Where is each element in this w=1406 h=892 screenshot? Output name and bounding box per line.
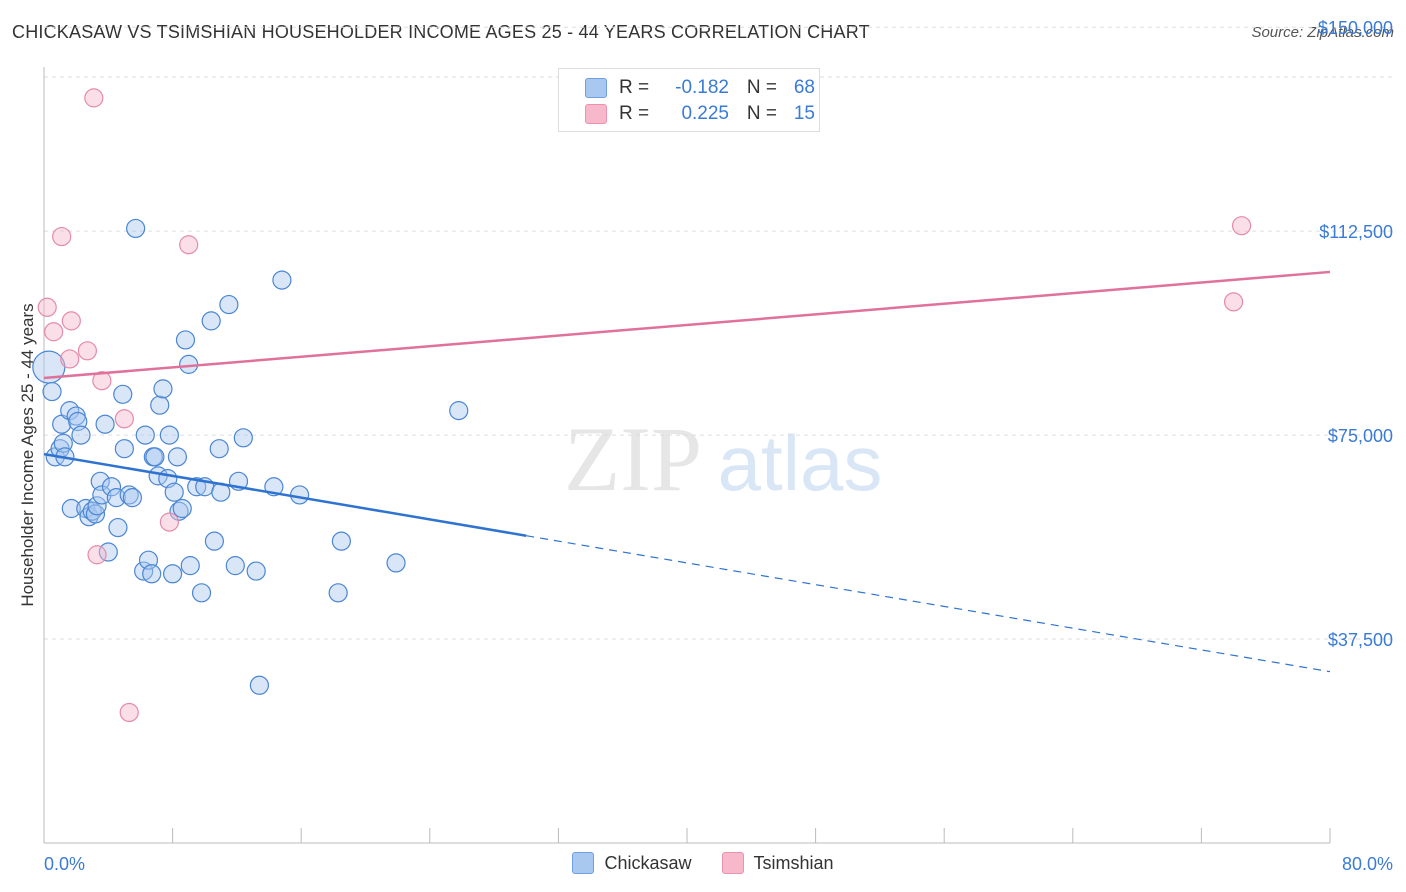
point-chickasaw [145, 447, 165, 467]
y-tick-label: $112,500 [1319, 222, 1393, 242]
point-tsimshian [44, 322, 64, 342]
bottom-legend-swatch-tsimshian [721, 852, 744, 874]
point-chickasaw [328, 583, 348, 603]
point-tsimshian [92, 371, 112, 391]
legend-n-value: 68 [793, 77, 815, 98]
y-tick-label: $150,000 [1318, 18, 1393, 38]
point-tsimshian [1231, 216, 1252, 236]
point-chickasaw [71, 425, 91, 445]
point-chickasaw [87, 496, 107, 516]
bottom-legend-tsimshian: Tsimshian [721, 852, 834, 874]
point-tsimshian [84, 88, 104, 108]
point-tsimshian [159, 512, 179, 532]
point-chickasaw [159, 425, 179, 445]
point-chickasaw [95, 414, 115, 434]
legend: R = -0.182 N = 68 R = 0.225 N = 15 [558, 68, 820, 132]
point-tsimshian [77, 341, 98, 361]
point-chickasaw [172, 498, 192, 519]
point-chickasaw [113, 384, 133, 404]
point-tsimshian [37, 297, 57, 317]
source-label: Source: ZipAtlas.com [1251, 24, 1394, 41]
point-chickasaw [249, 675, 270, 695]
point-chickasaw [191, 583, 212, 603]
legend-n-label: N = [746, 77, 777, 98]
x-tick-label: 80.0% [1342, 854, 1393, 874]
point-chickasaw [122, 488, 143, 508]
point-chickasaw [153, 379, 173, 399]
point-chickasaw [187, 477, 207, 497]
legend-swatch-tsimshian [585, 104, 607, 124]
point-chickasaw [164, 482, 184, 502]
point-chickasaw [201, 311, 221, 331]
point-chickasaw [163, 564, 183, 584]
point-chickasaw [449, 401, 469, 421]
watermark-zip: ZIP [564, 408, 702, 510]
point-chickasaw [101, 477, 122, 497]
point-chickasaw [98, 542, 118, 562]
point-chickasaw [167, 447, 188, 467]
point-tsimshian [179, 235, 199, 255]
point-chickasaw [126, 218, 146, 239]
point-chickasaw [114, 439, 134, 459]
legend-row-chickasaw: R = -0.182 N = 68 [585, 76, 815, 100]
point-chickasaw [386, 553, 406, 573]
point-chickasaw [289, 485, 310, 505]
bottom-legend-swatch-chickasaw [572, 852, 595, 874]
watermark-atlas: atlas [718, 419, 883, 507]
x-tick-label: 0.0% [44, 854, 85, 874]
trend-line-dashed-chickasaw [526, 535, 1331, 673]
legend-swatch-chickasaw [585, 78, 607, 98]
point-chickasaw [85, 504, 106, 524]
bottom-legend-label-tsimshian: Tsimshian [753, 852, 834, 873]
point-tsimshian [1223, 292, 1244, 312]
point-tsimshian [61, 311, 81, 331]
trend-line-chickasaw [43, 452, 527, 537]
point-chickasaw [331, 531, 351, 551]
point-tsimshian [119, 702, 139, 723]
legend-r-value: 0.225 [681, 103, 729, 124]
legend-r-value: -0.182 [675, 77, 729, 98]
y-tick-label: $75,000 [1328, 426, 1393, 446]
legend-row-tsimshian: R = 0.225 N = 15 [585, 102, 815, 126]
point-tsimshian [60, 349, 80, 369]
point-chickasaw [42, 381, 62, 402]
point-chickasaw [169, 501, 189, 521]
point-chickasaw [175, 330, 196, 350]
point-chickasaw [272, 270, 292, 290]
point-chickasaw [204, 531, 224, 551]
legend-r-label: R = [619, 77, 650, 98]
point-chickasaw [150, 395, 170, 415]
point-chickasaw [219, 294, 239, 315]
legend-r-label: R = [619, 103, 650, 124]
bottom-legend: Chickasaw Tsimshian [0, 852, 1406, 874]
legend-n-value: 15 [793, 103, 815, 124]
point-chickasaw [92, 485, 112, 505]
point-chickasaw [108, 517, 128, 538]
point-chickasaw [209, 439, 229, 459]
trend-line-tsimshian [43, 270, 1331, 380]
bottom-legend-label-chickasaw: Chickasaw [604, 852, 692, 873]
point-chickasaw [142, 564, 162, 584]
point-chickasaw [225, 556, 245, 576]
point-chickasaw [119, 485, 139, 505]
point-chickasaw [135, 425, 155, 445]
point-tsimshian [87, 545, 107, 565]
bottom-legend-chickasaw: Chickasaw [572, 852, 692, 874]
point-chickasaw [246, 561, 266, 581]
point-chickasaw [180, 556, 200, 576]
point-tsimshian [114, 409, 134, 429]
legend-n-label: N = [746, 103, 777, 124]
point-tsimshian [52, 226, 72, 247]
point-chickasaw [61, 498, 81, 519]
y-tick-label: $37,500 [1328, 630, 1393, 650]
point-chickasaw [233, 428, 253, 448]
